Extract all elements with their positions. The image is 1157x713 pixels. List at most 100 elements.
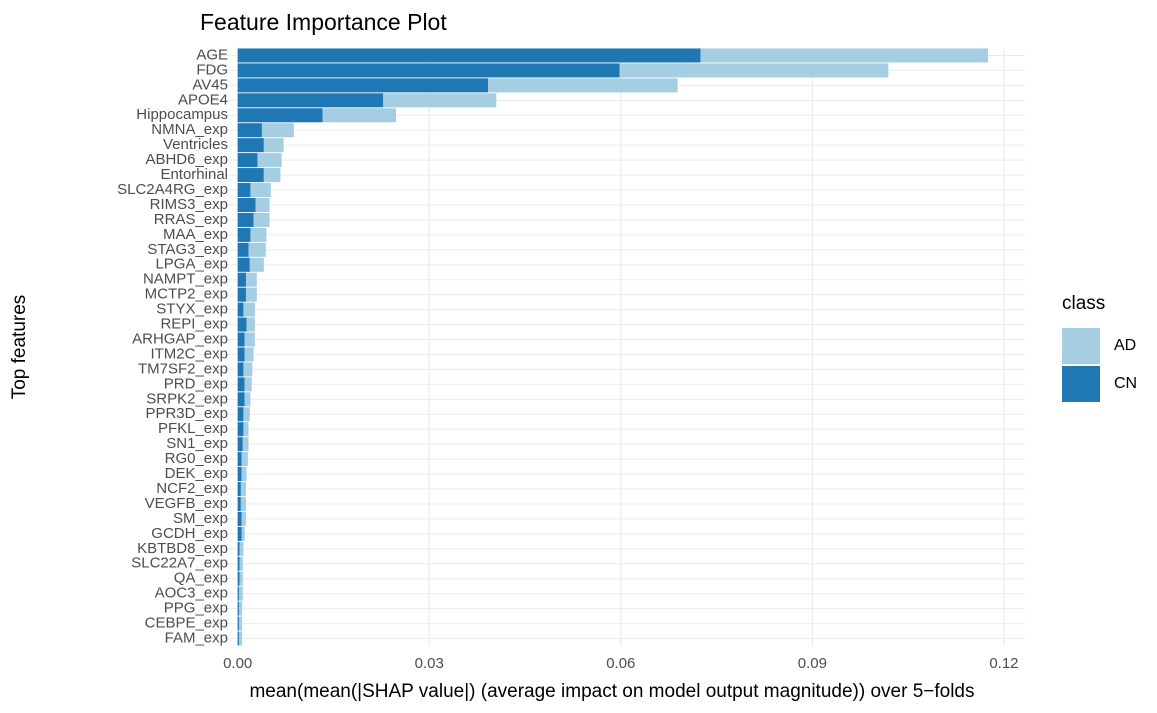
bar — [383, 93, 497, 108]
bar — [238, 601, 243, 616]
y-tick-label: PPR3D_exp — [145, 405, 228, 422]
bar — [244, 377, 252, 392]
bar — [237, 78, 488, 93]
bar — [237, 377, 245, 392]
legend-title: class — [1062, 293, 1105, 314]
bar — [249, 257, 264, 272]
y-tick-label: PPG_exp — [164, 600, 228, 617]
y-tick-label: GCDH_exp — [151, 525, 228, 542]
bar — [237, 422, 244, 437]
y-tick-label: RRAS_exp — [154, 211, 228, 228]
y-tick-label: SRPK2_exp — [146, 390, 228, 407]
x-tick-label: 0.06 — [606, 655, 635, 672]
y-tick-label: KBTBD8_exp — [137, 540, 228, 557]
bar — [241, 467, 247, 482]
legend-label: CN — [1114, 375, 1137, 392]
y-tick-label: QA_exp — [174, 570, 228, 587]
y-tick-label: SM_exp — [173, 510, 228, 527]
bar — [239, 571, 243, 586]
y-tick-label: SLC22A7_exp — [131, 555, 228, 572]
y-tick-label: RIMS3_exp — [150, 196, 228, 213]
bar — [237, 197, 256, 213]
bar — [237, 123, 262, 138]
bar — [237, 317, 247, 332]
bar — [245, 272, 257, 287]
bar — [237, 302, 244, 317]
bar — [237, 541, 240, 556]
bar — [237, 467, 242, 482]
y-tick-label: PRD_exp — [164, 375, 228, 392]
y-tick-label: REPI_exp — [160, 316, 228, 333]
bar — [237, 153, 258, 168]
bar — [240, 481, 246, 497]
bar — [237, 212, 254, 227]
legend-swatch — [1062, 328, 1100, 364]
y-tick-label: CEBPE_exp — [145, 615, 228, 632]
legend-label: AD — [1114, 337, 1136, 354]
bar — [253, 212, 270, 227]
bar — [237, 242, 249, 257]
y-tick-label: Ventricles — [163, 136, 228, 153]
y-tick-label: APOE4 — [178, 91, 228, 108]
bar — [487, 78, 678, 93]
bar — [261, 123, 294, 138]
bar — [248, 242, 266, 257]
y-tick-label: SLC2A4RG_exp — [117, 181, 228, 198]
bar — [700, 48, 988, 63]
bar — [255, 197, 270, 213]
bar — [237, 392, 245, 407]
bar — [237, 407, 244, 422]
bar — [239, 556, 243, 571]
y-tick-label: ARHGAP_exp — [132, 330, 228, 347]
bar — [245, 287, 257, 302]
bar — [243, 422, 249, 437]
bar — [237, 571, 240, 586]
y-tick-label: AOC3_exp — [155, 585, 228, 602]
y-tick-label: Hippocampus — [136, 106, 228, 123]
y-tick-label: LPGA_exp — [155, 256, 228, 273]
y-tick-label: FAM_exp — [165, 629, 228, 646]
bar — [237, 556, 240, 571]
y-tick-label: AV45 — [192, 76, 228, 93]
y-tick-label: MAA_exp — [163, 226, 228, 243]
x-axis-label: mean(mean(|SHAP value|) (average impact … — [249, 681, 974, 702]
y-tick-label: VEGFB_exp — [145, 495, 228, 512]
bar — [239, 541, 244, 556]
bar — [243, 362, 253, 377]
y-tick-label: STAG3_exp — [147, 241, 228, 258]
bar — [237, 481, 241, 497]
y-tick-label: NCF2_exp — [156, 480, 228, 497]
bar — [237, 138, 264, 153]
bar — [241, 511, 246, 526]
bar — [241, 526, 245, 541]
bar — [243, 302, 255, 317]
bar — [237, 586, 239, 601]
bar — [244, 332, 255, 347]
bar — [238, 631, 243, 646]
x-tick-label: 0.00 — [223, 655, 252, 672]
y-tick-label: NMNA_exp — [151, 121, 228, 138]
legend-swatch — [1062, 366, 1100, 402]
bar — [237, 496, 241, 512]
bar — [237, 257, 250, 272]
bar — [322, 108, 397, 123]
bar — [241, 452, 248, 467]
bar — [244, 347, 254, 362]
bar — [237, 287, 246, 302]
y-tick-label: ABHD6_exp — [145, 151, 228, 168]
bar — [250, 182, 271, 198]
bar — [237, 362, 244, 377]
y-tick-label: DEK_exp — [165, 465, 228, 482]
bar — [237, 227, 251, 242]
bar — [257, 153, 282, 168]
y-tick-label: PFKL_exp — [158, 420, 228, 437]
y-tick-label: SN1_exp — [166, 435, 228, 452]
bar — [237, 347, 245, 362]
y-axis-label: Top features — [9, 295, 30, 400]
bar — [243, 407, 250, 422]
bar — [237, 168, 264, 183]
y-tick-label: Entorhinal — [160, 166, 228, 183]
bar — [240, 496, 246, 512]
bar — [237, 63, 620, 78]
